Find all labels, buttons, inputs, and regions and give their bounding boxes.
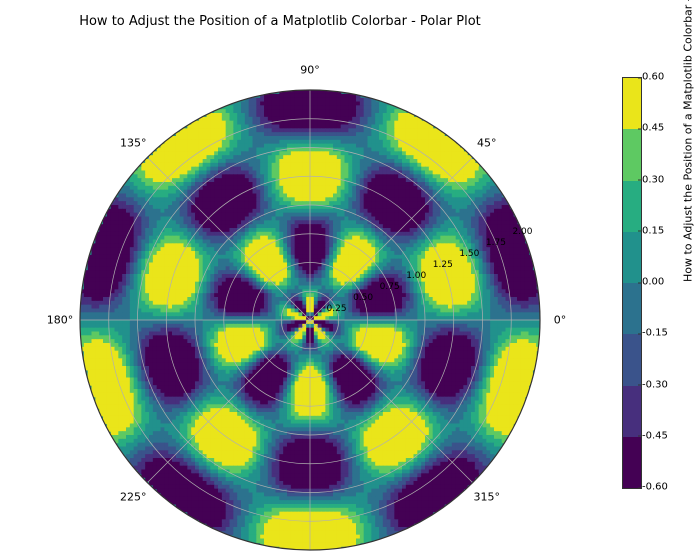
colorbar-segment: [623, 334, 641, 385]
angular-tick-label: 0°: [554, 314, 567, 327]
radial-tick-label: 1.00: [406, 271, 426, 281]
colorbar-segment: [623, 78, 641, 129]
radial-tick-label: 0.75: [380, 282, 400, 292]
colorbar-segment: [623, 181, 641, 232]
radial-tick-label: 2.00: [512, 227, 532, 237]
radial-tick-label: 0.50: [353, 293, 373, 303]
angular-tick-label: 90°: [300, 64, 320, 77]
radial-tick-label: 1.75: [486, 238, 506, 248]
radial-tick-label: 1.25: [433, 260, 453, 270]
colorbar-segment: [623, 283, 641, 334]
colorbar-tick: 0.30: [642, 174, 664, 185]
angular-tick-label: 225°: [120, 490, 147, 503]
radial-tick-label: 1.50: [459, 249, 479, 259]
colorbar-tick: -0.30: [642, 379, 668, 390]
colorbar-segment: [623, 437, 641, 488]
angular-tick-label: 315°: [474, 490, 501, 503]
colorbar-tick: -0.45: [642, 430, 668, 441]
colorbar-tick: 0.45: [642, 123, 664, 134]
angular-tick-label: 135°: [120, 137, 147, 150]
colorbar: [622, 77, 642, 489]
colorbar-segment: [623, 386, 641, 437]
colorbar-tick: 0.15: [642, 225, 664, 236]
colorbar-tick: -0.60: [642, 482, 668, 493]
colorbar-tick: 0.60: [642, 72, 664, 83]
colorbar-segment: [623, 129, 641, 180]
colorbar-label: How to Adjust the Position of a Matplotl…: [682, 0, 695, 282]
colorbar-tick: 0.00: [642, 277, 664, 288]
colorbar-tick: -0.15: [642, 328, 668, 339]
radial-tick-label: 0.25: [327, 304, 347, 314]
angular-tick-label: 180°: [47, 314, 74, 327]
polar-plot: [30, 40, 590, 560]
angular-tick-label: 45°: [477, 137, 497, 150]
chart-title: How to Adjust the Position of a Matplotl…: [0, 14, 560, 29]
colorbar-segment: [623, 232, 641, 283]
